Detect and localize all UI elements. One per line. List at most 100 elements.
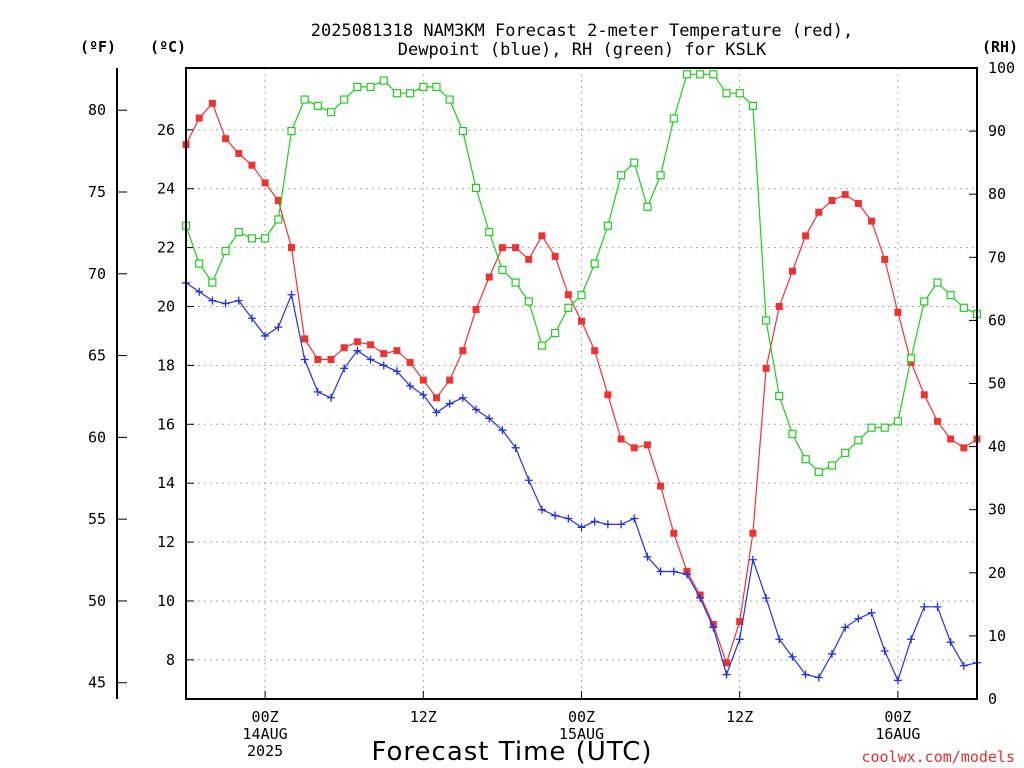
temperature-point: [538, 232, 546, 240]
rh-point: [590, 259, 599, 268]
temperature-point: [367, 341, 375, 349]
dewpoint-point: [524, 476, 533, 485]
fahrenheit-axis: 45 50 55 60 65 70 75 80: [88, 68, 127, 699]
fahrenheit-tick-label: 65: [88, 347, 106, 365]
celsius-tick-label: 22: [157, 239, 175, 257]
temperature-point: [657, 482, 665, 490]
temperature-point: [881, 255, 889, 263]
temperature-point: [248, 161, 256, 169]
dewpoint-point: [300, 355, 309, 364]
rh-point: [419, 82, 428, 92]
rh-point: [603, 221, 612, 230]
dewpoint-point: [379, 361, 388, 370]
dewpoint-point: [946, 638, 955, 647]
dewpoint-point: [432, 408, 441, 417]
temperature-point: [894, 308, 902, 316]
rh-point: [722, 89, 731, 98]
fahrenheit-tick-label: 60: [88, 428, 106, 446]
time-tick-label: 2025: [247, 742, 283, 760]
time-tick-label: 15AUG: [559, 725, 604, 743]
dewpoint-point: [907, 635, 916, 644]
temperature-point: [485, 273, 493, 281]
temperature-point: [960, 444, 968, 452]
rh-tick-label: 60: [988, 311, 1006, 329]
rh-point: [379, 76, 388, 85]
dewpoint-point: [353, 346, 362, 355]
celsius-tick-label: 26: [157, 121, 175, 139]
rh-point: [959, 303, 968, 312]
rh-tick-label: 80: [988, 185, 1006, 203]
celsius-tick-label: 12: [157, 533, 175, 551]
temperature-point: [472, 305, 480, 313]
rh-point: [511, 278, 520, 287]
temperature-point: [327, 356, 335, 364]
dewpoint-point: [920, 602, 929, 611]
plot-frame: [185, 67, 978, 700]
rh-point: [748, 101, 757, 110]
temperature-point: [222, 135, 230, 143]
temperature-point: [261, 179, 269, 187]
rh-point: [234, 227, 243, 237]
temperature-point: [301, 335, 309, 343]
temperature-point: [353, 338, 361, 346]
rh-point: [841, 448, 850, 458]
temperature-point: [419, 376, 427, 384]
temperature-point: [762, 364, 770, 372]
temperature-point: [828, 197, 836, 205]
series-layer: [181, 70, 982, 685]
rh-point: [485, 227, 494, 237]
dewpoint-point: [274, 323, 283, 332]
dewpoint-point: [959, 661, 968, 670]
dewpoint-point: [762, 594, 771, 603]
fahrenheit-tick-label: 70: [88, 265, 106, 283]
rh-unit-label: (RH): [982, 38, 1018, 56]
rh-point: [247, 234, 257, 243]
rh-tick-label: 70: [988, 248, 1006, 266]
temperature-point: [498, 244, 506, 252]
rh-point: [498, 265, 507, 275]
time-tick-label: 12Z: [410, 708, 437, 726]
rh-axis: 0 10 20 30 40 50 60 70 80 90 100: [969, 59, 1015, 708]
temperature-point: [775, 303, 783, 311]
celsius-tick-label: 24: [157, 180, 175, 198]
rh-point: [261, 234, 270, 243]
temperature-point: [841, 191, 849, 199]
rh-point: [643, 202, 652, 211]
chart-subtitle: Dewpoint (blue), RH (green) for KSLK: [398, 40, 767, 60]
dewpoint-point: [406, 382, 415, 391]
dewpoint-point: [827, 649, 836, 658]
rh-point: [920, 297, 929, 306]
celsius-tick-label: 14: [157, 474, 175, 492]
celsius-tick-label: 16: [157, 415, 175, 433]
temperature-point: [208, 99, 216, 107]
time-tick-label: 00Z: [568, 708, 595, 726]
rh-series: [181, 70, 982, 476]
rh-point: [208, 278, 217, 287]
rh-point: [946, 291, 955, 300]
dewpoint-point: [643, 552, 652, 561]
rh-point: [406, 89, 415, 98]
rh-point: [274, 215, 283, 224]
temperature-point: [815, 208, 823, 216]
temperature-point: [340, 344, 348, 352]
dewpoint-point: [392, 367, 401, 376]
rh-point: [906, 354, 916, 363]
temperature-point: [195, 114, 203, 122]
dewpoint-point: [775, 635, 784, 644]
rh-point: [669, 114, 678, 123]
temperature-point: [432, 394, 440, 402]
fahrenheit-tick-label: 80: [88, 101, 106, 119]
rh-point: [867, 423, 876, 432]
rh-point: [300, 95, 309, 104]
fahrenheit-tick-label: 50: [88, 592, 106, 610]
rh-point: [682, 70, 692, 79]
rh-point: [630, 158, 639, 167]
rh-point: [788, 429, 797, 439]
dewpoint-point: [841, 623, 850, 632]
rh-tick-label: 10: [988, 627, 1006, 645]
temperature-point: [920, 391, 928, 399]
dewpoint-point: [445, 399, 454, 408]
temperature-point: [551, 252, 559, 260]
